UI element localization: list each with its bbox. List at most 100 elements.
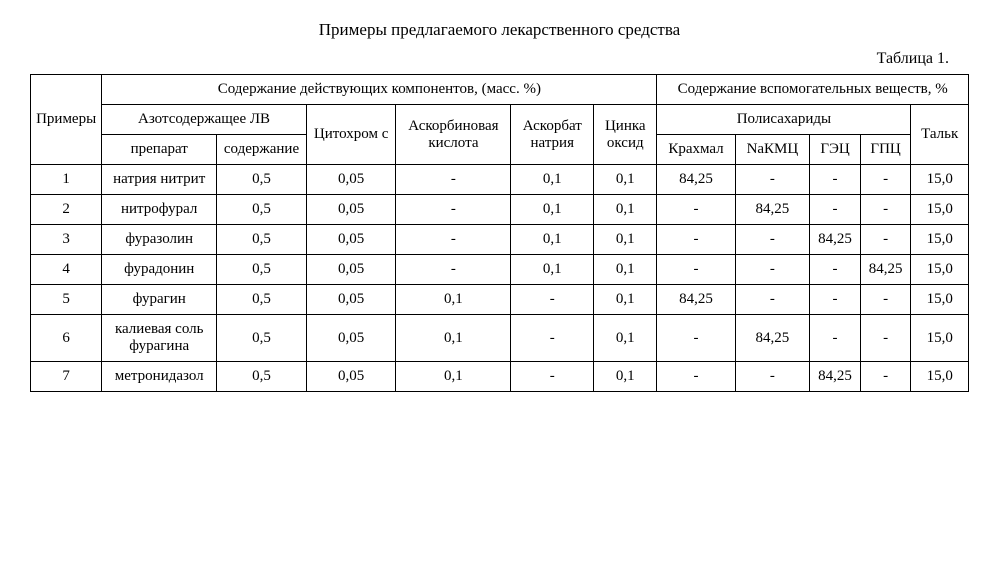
cell-content: 0,5 [217,315,307,362]
table-row: 6калиевая соль фурагина0,50,050,1-0,1-84… [31,315,969,362]
cell-n: 7 [31,362,102,392]
cell-starch: - [657,195,735,225]
cell-drug: натрия нитрит [102,165,217,195]
cell-cyt: 0,05 [306,255,396,285]
cell-zn: 0,1 [594,315,657,362]
cell-talc: 15,0 [911,255,969,285]
table-row: 2нитрофурал0,50,05-0,10,1-84,25--15,0 [31,195,969,225]
cell-ascna: 0,1 [511,195,594,225]
table-row: 4фурадонин0,50,05-0,10,1---84,2515,0 [31,255,969,285]
cell-zn: 0,1 [594,165,657,195]
cell-gpc: - [860,195,911,225]
cell-asc: 0,1 [396,362,511,392]
cell-zn: 0,1 [594,362,657,392]
cell-starch: - [657,362,735,392]
cell-asc: - [396,165,511,195]
cell-asc: 0,1 [396,315,511,362]
cell-talc: 15,0 [911,362,969,392]
cell-cyt: 0,05 [306,225,396,255]
table-row: 5фурагин0,50,050,1-0,184,25---15,0 [31,285,969,315]
composition-table: Примеры Содержание действующих компонент… [30,74,969,392]
cell-gpc: 84,25 [860,255,911,285]
cell-nakmc: - [735,225,810,255]
cell-cyt: 0,05 [306,165,396,195]
cell-gec: - [810,165,861,195]
cell-talc: 15,0 [911,315,969,362]
cell-drug: калиевая соль фурагина [102,315,217,362]
cell-gpc: - [860,315,911,362]
cell-nakmc: - [735,362,810,392]
header-nakmc: NaКМЦ [735,135,810,165]
table-row: 7метронидазол0,50,050,1-0,1--84,25-15,0 [31,362,969,392]
cell-gec: 84,25 [810,225,861,255]
cell-ascna: - [511,285,594,315]
cell-content: 0,5 [217,195,307,225]
cell-talc: 15,0 [911,225,969,255]
header-nitrogen-lv: Азотсодержащее ЛВ [102,105,307,135]
cell-drug: фуразолин [102,225,217,255]
table-row: 3фуразолин0,50,05-0,10,1--84,25-15,0 [31,225,969,255]
cell-ascna: 0,1 [511,225,594,255]
cell-gpc: - [860,362,911,392]
cell-drug: фурадонин [102,255,217,285]
cell-gec: 84,25 [810,362,861,392]
cell-nakmc: - [735,255,810,285]
cell-zn: 0,1 [594,285,657,315]
cell-talc: 15,0 [911,285,969,315]
cell-content: 0,5 [217,165,307,195]
header-zinc-oxide: Цинка оксид [594,105,657,165]
cell-starch: 84,25 [657,285,735,315]
cell-gec: - [810,255,861,285]
cell-ascna: 0,1 [511,255,594,285]
cell-n: 5 [31,285,102,315]
cell-content: 0,5 [217,225,307,255]
header-gpc: ГПЦ [860,135,911,165]
cell-asc: - [396,195,511,225]
cell-zn: 0,1 [594,255,657,285]
page-title: Примеры предлагаемого лекарственного сре… [30,20,969,40]
cell-content: 0,5 [217,362,307,392]
cell-nakmc: - [735,285,810,315]
cell-nakmc: - [735,165,810,195]
table-label: Таблица 1. [30,50,969,68]
cell-gec: - [810,285,861,315]
cell-n: 1 [31,165,102,195]
cell-cyt: 0,05 [306,195,396,225]
cell-zn: 0,1 [594,195,657,225]
cell-nakmc: 84,25 [735,315,810,362]
cell-talc: 15,0 [911,165,969,195]
table-row: 1натрия нитрит0,50,05-0,10,184,25---15,0 [31,165,969,195]
cell-drug: метронидазол [102,362,217,392]
header-active-components: Содержание действующих компонентов, (мас… [102,75,657,105]
header-aux-substances: Содержание вспомогательных веществ, % [657,75,969,105]
cell-cyt: 0,05 [306,315,396,362]
header-talc: Тальк [911,105,969,165]
header-ascorbic-acid: Аскорбиновая кислота [396,105,511,165]
header-starch: Крахмал [657,135,735,165]
cell-cyt: 0,05 [306,362,396,392]
cell-gec: - [810,315,861,362]
cell-starch: - [657,315,735,362]
header-polysaccharides: Полисахариды [657,105,911,135]
cell-gec: - [810,195,861,225]
cell-nakmc: 84,25 [735,195,810,225]
cell-gpc: - [860,165,911,195]
header-cytochrome: Цитохром c [306,105,396,165]
cell-drug: фурагин [102,285,217,315]
cell-gpc: - [860,285,911,315]
cell-zn: 0,1 [594,225,657,255]
table-body: 1натрия нитрит0,50,05-0,10,184,25---15,0… [31,165,969,392]
cell-content: 0,5 [217,285,307,315]
cell-starch: - [657,225,735,255]
cell-gpc: - [860,225,911,255]
header-examples: Примеры [31,75,102,165]
cell-n: 4 [31,255,102,285]
cell-starch: - [657,255,735,285]
header-drug: препарат [102,135,217,165]
header-ascorbate-na: Аскорбат натрия [511,105,594,165]
cell-content: 0,5 [217,255,307,285]
cell-starch: 84,25 [657,165,735,195]
header-content: содержание [217,135,307,165]
cell-n: 3 [31,225,102,255]
cell-drug: нитрофурал [102,195,217,225]
